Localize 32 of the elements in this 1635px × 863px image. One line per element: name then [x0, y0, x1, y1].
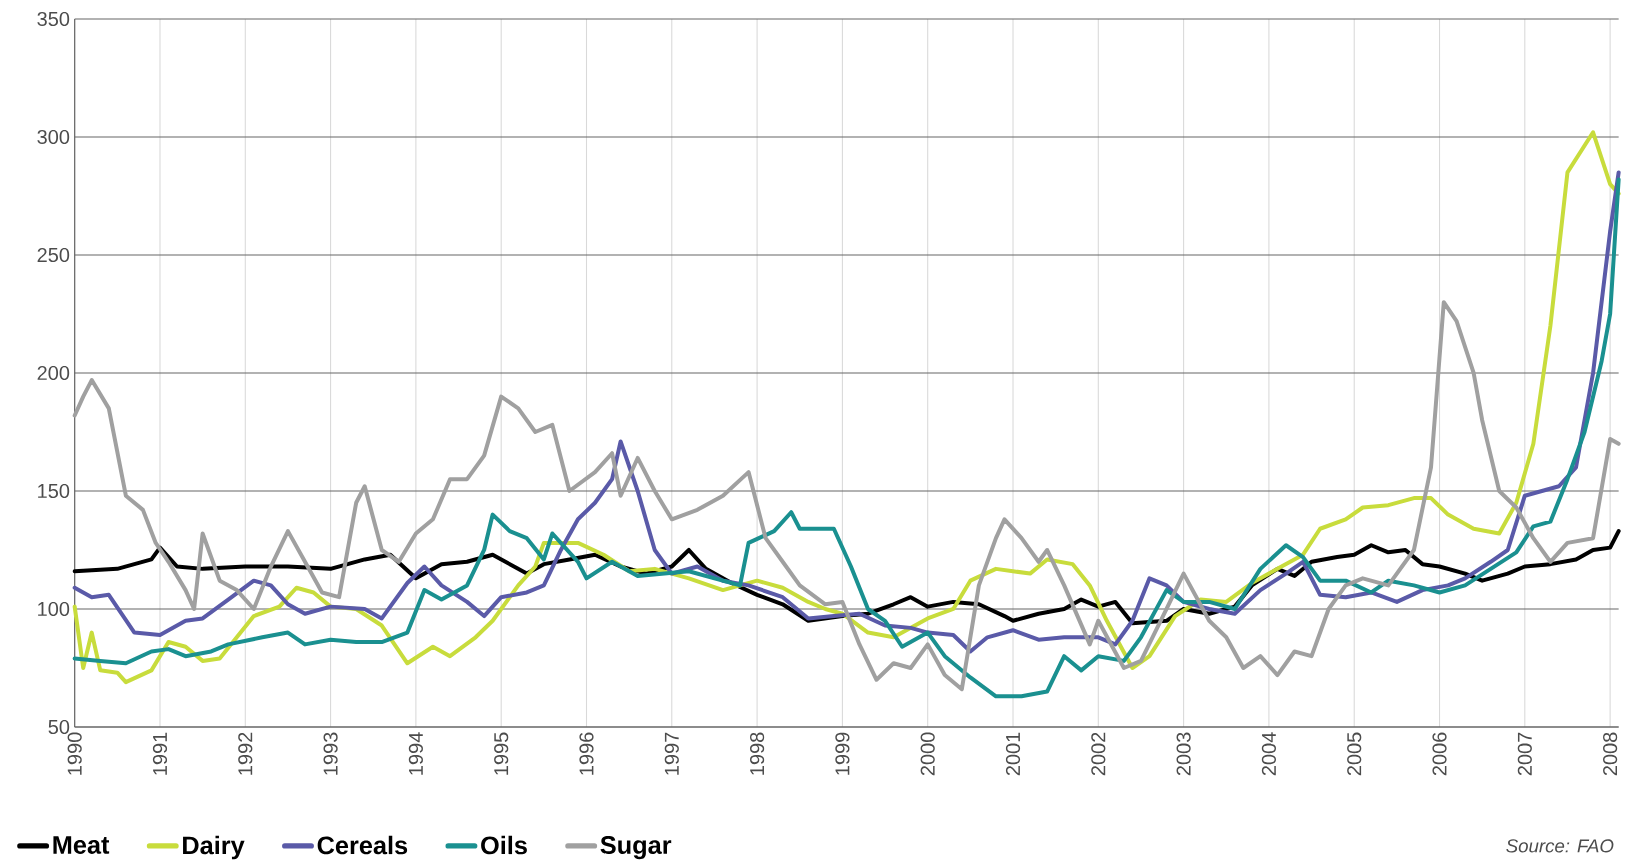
legend-label: Oils — [481, 835, 527, 855]
x-tick-label: 1991 — [152, 732, 168, 775]
y-tick-label: 350 — [37, 11, 70, 27]
x-tick-label: 2000 — [920, 732, 935, 776]
line-series — [72, 300, 1621, 692]
x-tick-label: 1995 — [494, 732, 509, 775]
x-tick-label: 2005 — [1347, 732, 1362, 776]
x-tick-label: 2008 — [1603, 732, 1618, 776]
x-tick-label: 1994 — [408, 732, 423, 775]
x-tick-label: 1990 — [67, 732, 82, 775]
x-tick-label: 1998 — [750, 732, 765, 775]
legend-label: Sugar — [600, 836, 672, 860]
y-tick-label: 250 — [37, 247, 70, 263]
x-tick-label: 1993 — [323, 732, 338, 775]
legend-label: Cereals — [317, 835, 408, 855]
legend-label: Meat — [53, 836, 110, 854]
x-tick-label: 1997 — [664, 732, 679, 775]
source-note: Source: FAO — [1506, 839, 1614, 853]
x-tick-label: 1996 — [579, 732, 594, 775]
y-tick-label: 100 — [38, 601, 70, 617]
x-tick-label: 1999 — [835, 732, 850, 775]
x-tick-label: 2002 — [1091, 732, 1106, 776]
x-tick-label: 1992 — [238, 732, 253, 775]
x-tick-label: 2001 — [1005, 732, 1021, 776]
x-tick-label: 2003 — [1176, 732, 1191, 776]
y-tick-label: 150 — [38, 483, 70, 499]
legend-label: Dairy — [183, 835, 245, 860]
y-tick-label: 300 — [37, 129, 70, 145]
x-tick-label: 2004 — [1261, 732, 1276, 776]
y-tick-label: 200 — [37, 365, 70, 381]
x-tick-label: 2006 — [1432, 732, 1447, 776]
x-tick-label: 2007 — [1517, 732, 1532, 776]
